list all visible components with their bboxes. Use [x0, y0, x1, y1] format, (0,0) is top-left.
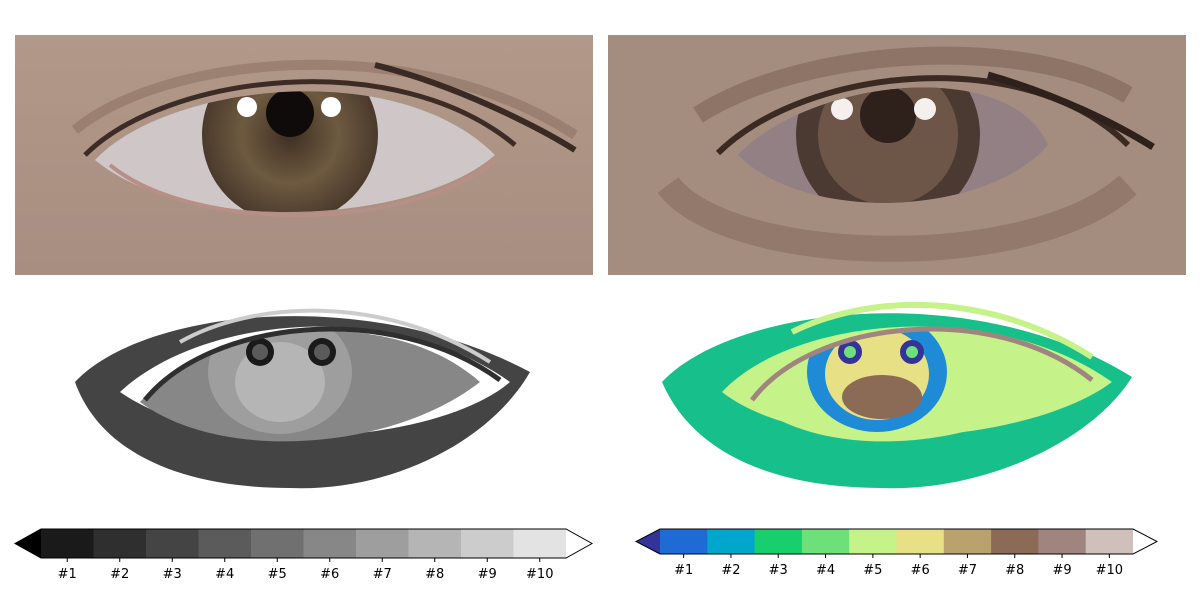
- gray-colorbar-tick-label-6: #6: [320, 567, 339, 582]
- gray-colorbar-swatch-3: [146, 529, 199, 558]
- terrain-colorbar-tick-label-8: #8: [1005, 563, 1024, 578]
- terrain-colorbar-swatch-7: [943, 529, 992, 554]
- photo-pupil: [266, 91, 314, 137]
- gray-colorbar-swatch-5: [251, 529, 304, 558]
- gray-colorbar-swatch-8: [408, 529, 462, 558]
- terrain-colorbar-swatch-6: [896, 529, 945, 554]
- terrain-colorbar-tick-label-1: #1: [674, 563, 693, 578]
- gray-colorbar-swatch-6: [303, 529, 357, 558]
- gray-colorbar-over-extend: [566, 529, 592, 558]
- terrain-colorbar-outline: [634, 528, 1159, 555]
- terrain-levels-image: [652, 292, 1142, 490]
- gray-levels-panel: [60, 292, 550, 490]
- terrain-colorbar-swatch-3: [754, 529, 803, 554]
- terrain-colorbar-tick-label-3: #3: [769, 563, 788, 578]
- gray-colorbar-tick-label-1: #1: [58, 567, 77, 582]
- terrain-colorbar-tick-label-4: #4: [816, 563, 835, 578]
- photo-image: [15, 35, 593, 275]
- gray-colorbar-tick-label-7: #7: [373, 567, 392, 582]
- gray-colorbar-tick-label-3: #3: [163, 567, 182, 582]
- gray-colorbar-under-extend: [15, 529, 41, 558]
- gray-colorbar-swatch-4: [198, 529, 252, 558]
- terrain-colorbar-tick-label-6: #6: [911, 563, 930, 578]
- gray-colorbar-tick-label-8: #8: [425, 567, 444, 582]
- terrain-colorbar-swatch-8: [991, 529, 1039, 554]
- terrain-colorbar-svg: #1 #2 #3 #4 #5 #6 #7 #8 #9 #10: [634, 528, 1159, 578]
- gray-colorbar-swatch-7: [356, 529, 409, 558]
- terrain-colorbar-swatch-1: [660, 529, 708, 554]
- terrain-colorbar-tick-label-5: #5: [863, 563, 882, 578]
- terrain-colorbar-swatch-9: [1038, 529, 1087, 554]
- terrain-colorbar-tick-label-7: #7: [958, 563, 977, 578]
- gray-colorbar-swatch-1: [41, 529, 94, 558]
- gray-colorbar-tick-label-5: #5: [268, 567, 287, 582]
- terrain-colorbar-tick-label-10: #10: [1096, 563, 1123, 578]
- terrain-levels-panel: [652, 292, 1142, 490]
- gray-colorbar-outline: [13, 528, 594, 559]
- quantized-image: [608, 35, 1186, 275]
- photo-panel: [15, 35, 593, 275]
- terrain-colorbar-swatch-10: [1085, 529, 1134, 554]
- quantized-panel: [608, 35, 1186, 275]
- terrain-colorbar-swatch-5: [849, 529, 897, 554]
- gray-colorbar: #1 #2 #3 #4 #5 #6 #7 #8 #9 #10: [10, 525, 600, 595]
- gray-levels-image: [60, 292, 550, 490]
- terrain-colorbar-over-extend: [1133, 529, 1157, 554]
- gray-colorbar-tick-label-10: #10: [526, 567, 553, 582]
- gray-colorbar-swatch-9: [461, 529, 514, 558]
- gray-colorbar-tick-label-9: #9: [478, 567, 497, 582]
- terrain-colorbar: #1 #2 #3 #4 #5 #6 #7 #8 #9 #10: [630, 525, 1160, 595]
- gray-colorbar-svg: #1 #2 #3 #4 #5 #6 #7 #8 #9 #10: [13, 528, 594, 582]
- terrain-colorbar-tick-label-2: #2: [721, 563, 740, 578]
- terrain-colorbar-swatch-4: [801, 529, 850, 554]
- terrain-colorbar-swatch-2: [707, 529, 756, 554]
- terrain-colorbar-under-extend: [636, 529, 660, 554]
- terrain-colorbar-tick-label-9: #9: [1052, 563, 1071, 578]
- gray-colorbar-tick-label-4: #4: [215, 567, 234, 582]
- gray-colorbar-swatch-10: [513, 529, 567, 558]
- gray-colorbar-tick-label-2: #2: [110, 567, 129, 582]
- gray-colorbar-swatch-2: [93, 529, 147, 558]
